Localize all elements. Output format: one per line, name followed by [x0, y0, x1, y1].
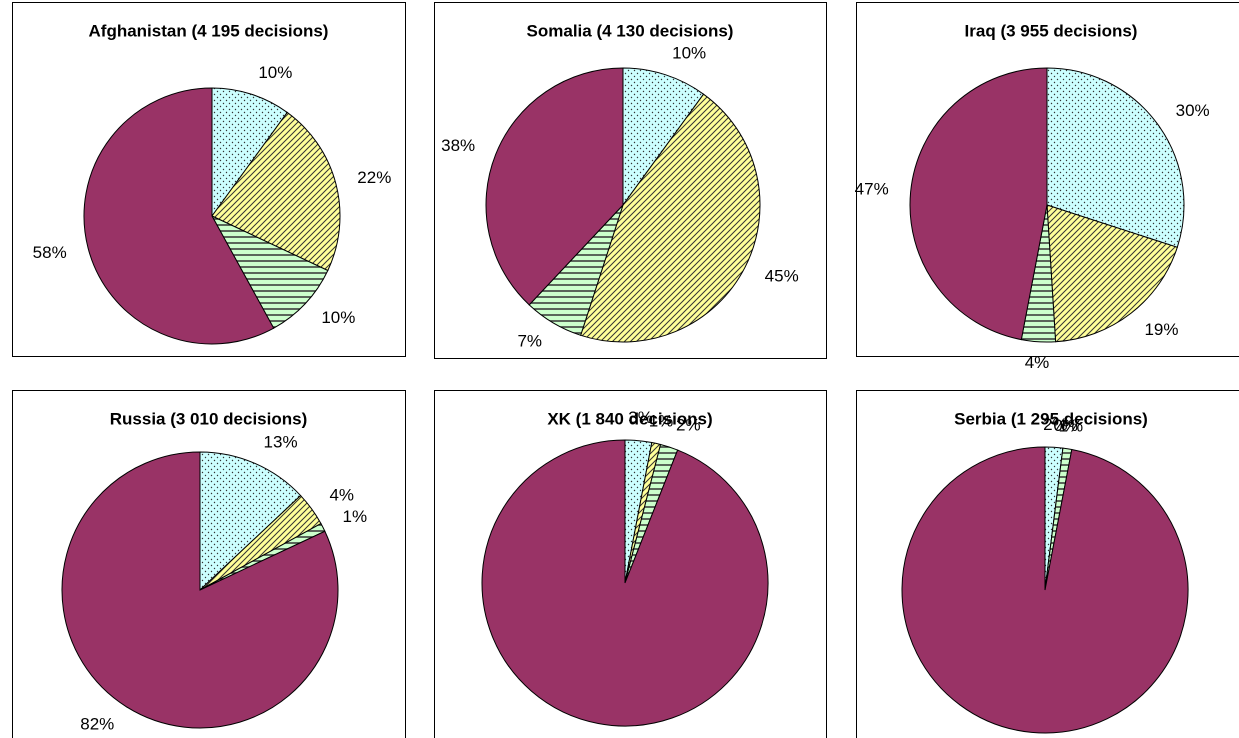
chart-title: XK (1 840 decisions): [547, 409, 712, 428]
data-label: 19%: [1144, 320, 1178, 339]
data-label: 82%: [80, 715, 114, 734]
pie-slice: [1046, 67, 1185, 248]
chart-title: Somalia (4 130 decisions): [527, 21, 734, 40]
chart-title: Serbia (1 295 decisions): [954, 409, 1148, 428]
chart-title: Russia (3 010 decisions): [110, 409, 307, 428]
data-label: 13%: [264, 433, 298, 452]
pie-slice: [61, 451, 339, 729]
data-label: 22%: [357, 168, 391, 187]
data-label: 58%: [33, 243, 67, 262]
chart-title: Iraq (3 955 decisions): [965, 21, 1138, 40]
data-label: 2%: [676, 416, 701, 435]
data-label: 7%: [517, 331, 542, 350]
data-label: 10%: [321, 308, 355, 327]
data-label: 4%: [329, 485, 354, 504]
data-label: 1%: [649, 411, 674, 430]
data-label: 94%: [577, 735, 611, 738]
pie-slice: [1046, 204, 1178, 343]
pie-slice: [210, 214, 329, 329]
pie-slice: [622, 67, 705, 207]
data-label: 47%: [855, 180, 889, 199]
data-label: 38%: [441, 136, 475, 155]
data-label: 45%: [765, 267, 799, 286]
data-label: 10%: [258, 63, 292, 82]
data-label: 1%: [1059, 417, 1084, 436]
pie-slice: [580, 93, 761, 343]
data-label: 1%: [343, 507, 368, 526]
data-label: 0%: [1053, 416, 1078, 435]
pie-slice: [83, 87, 275, 345]
data-label: 3%: [628, 408, 653, 427]
data-label: 2%: [1043, 415, 1068, 434]
chart-title: Afghanistan (4 195 decisions): [89, 21, 329, 40]
data-label: 4%: [1025, 353, 1050, 372]
data-label: 10%: [672, 43, 706, 62]
pie-slice: [901, 446, 1189, 734]
pie-slice: [485, 67, 624, 306]
pie-slice: [211, 87, 288, 218]
pie-slice: [481, 439, 769, 727]
data-label: 30%: [1176, 101, 1210, 120]
pie-slice: [199, 451, 302, 592]
pie-slice: [909, 67, 1048, 341]
